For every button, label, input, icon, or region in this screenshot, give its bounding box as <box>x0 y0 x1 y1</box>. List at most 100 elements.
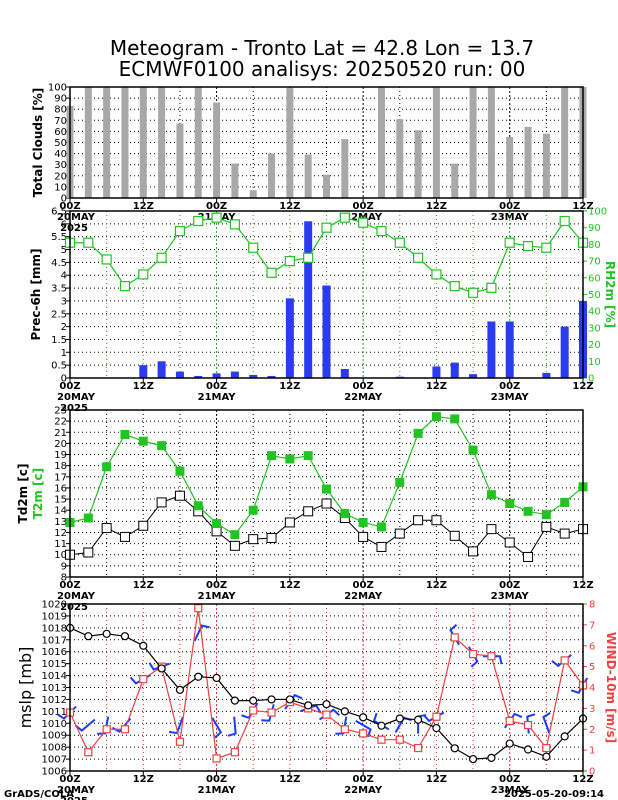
x-tick-label: 00Z <box>353 201 374 212</box>
t2m-point <box>83 513 93 523</box>
wind-barb <box>335 716 348 735</box>
wind-speed-point <box>487 652 496 661</box>
mslp-point <box>523 745 533 754</box>
cloud-bar <box>249 190 257 198</box>
x-tick-label: 00Z <box>59 381 80 392</box>
x-tick-label: 12Z <box>426 580 447 591</box>
mslp-point <box>84 632 93 641</box>
x-tick-label: 12Z <box>133 381 154 392</box>
mslp-point <box>322 700 331 709</box>
y-tick-label: 60 <box>54 127 67 138</box>
t2m-point <box>303 451 313 461</box>
y2-tick-label: 3 <box>589 704 595 715</box>
wind-barb <box>74 718 96 732</box>
wind-speed-point <box>212 754 221 763</box>
td2m-point <box>229 540 240 551</box>
y2-tick-label: 50 <box>588 290 601 301</box>
wind-speed-point <box>84 748 93 757</box>
y-tick-label: 19 <box>54 450 67 461</box>
footer-right: 2025-05-20-09:14 <box>504 789 604 800</box>
x-tick-label: 00Z <box>499 774 520 785</box>
mslp-point <box>487 753 496 762</box>
rh-point <box>394 237 405 248</box>
cloud-bar <box>84 87 92 198</box>
y-axis-label: Total Clouds [%] <box>31 88 45 198</box>
mslp-point <box>175 685 185 694</box>
td2m-point <box>431 515 442 526</box>
precip-bar <box>212 373 221 378</box>
t2m-point <box>376 522 386 532</box>
y-tick-label: 90 <box>54 94 67 105</box>
precip-bar <box>194 375 203 378</box>
y-tick-label: 5 <box>61 245 67 256</box>
rh-point <box>266 267 277 278</box>
td2m-point <box>119 531 130 542</box>
cloud-bar <box>542 133 550 198</box>
x-tick-label: 00Z <box>206 580 227 591</box>
precip-bar <box>267 375 276 378</box>
mslp-point <box>414 715 423 724</box>
rh-point <box>83 237 94 248</box>
y2-tick-label: 7 <box>589 620 595 631</box>
mslp-point <box>505 739 514 748</box>
y-tick-label: 1020 <box>42 600 67 611</box>
t2m-point <box>248 505 258 515</box>
wind-barb <box>211 717 223 739</box>
x-tick-label: 12Z <box>279 774 300 785</box>
x-tick-label: 12Z <box>133 774 154 785</box>
pressure-wind-panel: 1006100710081009101010111012101310141015… <box>16 600 618 800</box>
date-label: 22MAY <box>344 212 383 223</box>
y2-tick-label: 0 <box>588 374 594 385</box>
precip-bar <box>304 221 313 378</box>
mslp-point <box>249 696 258 705</box>
precip-bar <box>285 298 294 378</box>
y2-tick-label: 6 <box>589 641 595 652</box>
y-tick-label: 22 <box>54 417 67 428</box>
precip-bar <box>487 321 496 378</box>
y-tick-label: 1 <box>61 348 67 359</box>
t2m-point <box>468 445 478 455</box>
mslp-point <box>542 752 551 761</box>
cloud-bar <box>194 87 202 198</box>
td2m-point <box>266 533 277 544</box>
td2m-point <box>303 506 314 517</box>
rh-point <box>541 242 552 253</box>
cloud-bar <box>432 87 440 198</box>
y-tick-label: 1018 <box>42 623 67 634</box>
mslp-point <box>157 664 166 673</box>
t2m-point <box>450 414 460 424</box>
y-tick-label: 21 <box>54 428 67 439</box>
y-tick-label: 4 <box>61 271 67 282</box>
rh-point <box>321 222 332 233</box>
cloud-bar <box>323 174 330 198</box>
wind-speed-point <box>267 708 276 717</box>
year-label: 2025 <box>60 223 88 234</box>
t2m-point <box>340 509 350 519</box>
y-tick-label: 11 <box>54 539 67 550</box>
cloud-bar <box>414 130 422 198</box>
y-tick-label: 1012 <box>42 695 67 706</box>
t2m-point <box>102 462 112 472</box>
rh-point <box>431 269 442 280</box>
x-tick-label: 00Z <box>206 201 227 212</box>
td2m-point <box>284 517 295 528</box>
y2-tick-label: 80 <box>588 240 601 251</box>
t2m-point <box>230 530 240 540</box>
y-tick-label: 3 <box>61 296 67 307</box>
x-tick-label: 00Z <box>499 580 520 591</box>
y-tick-label: 1017 <box>42 635 67 646</box>
y-tick-label: 15 <box>54 495 67 506</box>
cloud-bar <box>561 87 569 198</box>
precip-bar <box>322 285 331 378</box>
rh-point <box>358 217 369 228</box>
cloud-bar <box>506 136 514 198</box>
wind-barb <box>227 716 237 737</box>
y-tick-label: 1011 <box>42 707 67 718</box>
mslp-point <box>450 744 459 753</box>
x-tick-label: 00Z <box>353 774 374 785</box>
x-tick-label: 12Z <box>572 381 593 392</box>
td2m-point <box>486 524 497 535</box>
year-label: 2025 <box>60 403 88 414</box>
